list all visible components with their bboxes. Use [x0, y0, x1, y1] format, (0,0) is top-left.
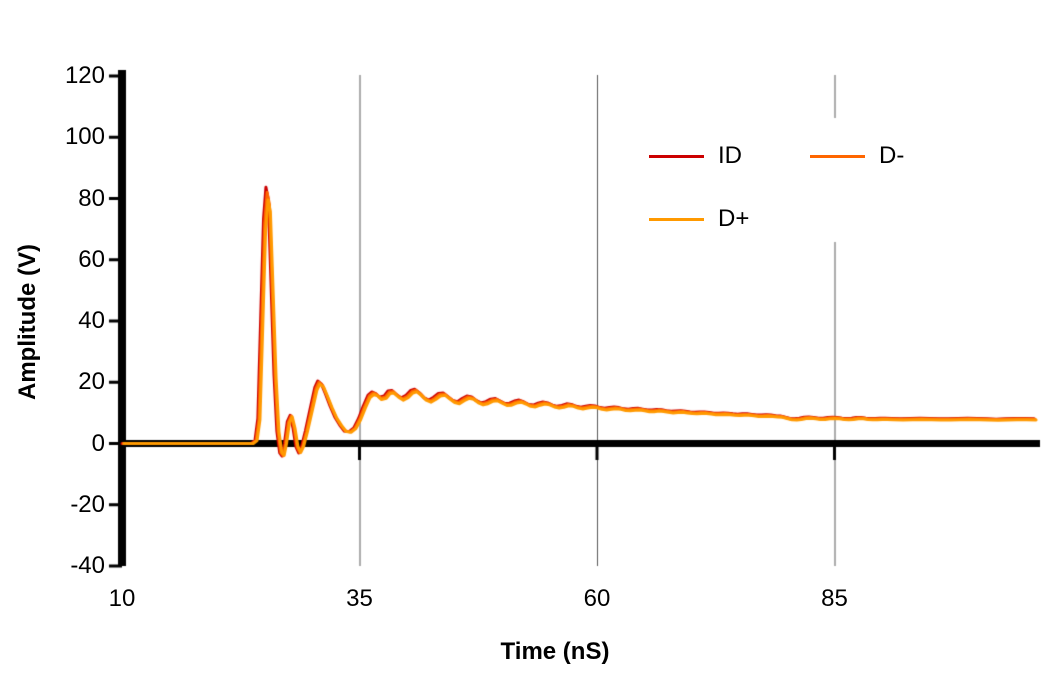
y-tick-label: -20 [70, 490, 105, 518]
legend-label-id: ID [718, 142, 742, 169]
y-tick-label: 0 [91, 429, 105, 457]
y-tick-label: 100 [64, 123, 105, 151]
x-tick-label: 35 [346, 585, 373, 612]
y-tick-label: -40 [70, 552, 105, 579]
legend-line-d-plus [649, 217, 704, 221]
y-axis-title: Amplitude (V) [14, 244, 41, 400]
legend-item-id: ID [645, 140, 746, 172]
y-tick-label: 80 [78, 184, 105, 212]
legend-label-d-minus: D- [879, 142, 905, 169]
y-tick-label: 40 [78, 307, 105, 334]
x-tick-label: 60 [583, 585, 611, 612]
y-tick-label: 120 [64, 62, 105, 89]
legend-item-d-plus: D+ [645, 203, 754, 235]
x-tick-label: 10 [108, 585, 136, 612]
x-axis-title: Time (nS) [500, 638, 610, 665]
legend-line-id [649, 154, 704, 158]
legend-line-d-minus [810, 154, 865, 158]
legend-item-d-minus: D- [806, 140, 909, 172]
x-tick-label: 85 [821, 585, 848, 612]
y-tick-label: 20 [78, 368, 105, 396]
y-tick-label: 60 [78, 245, 105, 273]
legend-label-d-plus: D+ [718, 205, 750, 232]
